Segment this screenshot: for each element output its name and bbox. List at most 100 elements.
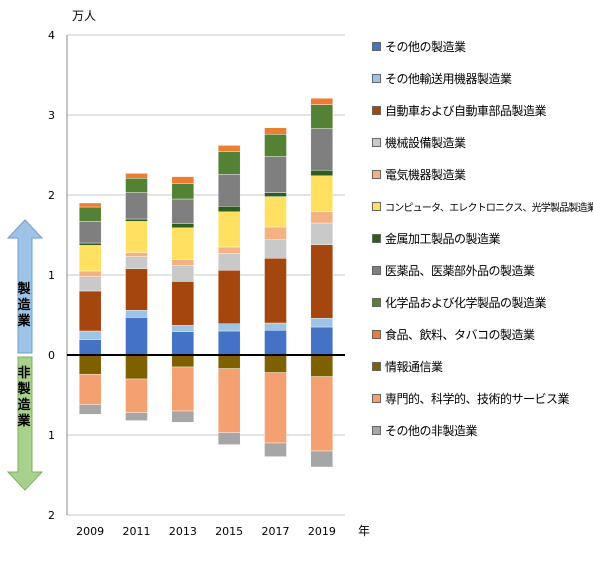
bar-segment	[78, 202, 102, 208]
bar-segment	[217, 354, 241, 369]
bar-segment	[217, 173, 241, 207]
bar-segment	[264, 192, 287, 197]
bar-segment	[125, 317, 148, 356]
bar-segment	[171, 325, 195, 332]
bar-segment	[171, 265, 195, 282]
legend-item: 情報通信業	[372, 358, 443, 374]
legend-label: その他の非製造業	[385, 423, 478, 438]
y-tick-label: 1	[48, 429, 55, 442]
bar-segment	[171, 183, 195, 200]
bar-segment	[125, 412, 148, 421]
bar-segment	[125, 192, 148, 220]
bar-segment	[217, 151, 241, 175]
bar-segment	[264, 258, 287, 324]
bar-segment	[310, 169, 334, 176]
bar-segment	[217, 432, 241, 445]
x-axis-label: 年	[358, 524, 370, 538]
bar-segment	[78, 206, 102, 222]
bar-segment	[310, 175, 334, 213]
bar-segment	[264, 156, 287, 193]
legend-item: 食品、飲料、タバコの製造業	[372, 326, 535, 342]
x-tick-label: 2011	[123, 525, 151, 538]
x-tick-label: 2017	[262, 525, 290, 538]
bar-segment	[171, 281, 195, 326]
bar-segment	[217, 246, 241, 254]
legend-item: その他の製造業	[372, 38, 466, 54]
bar-segment	[217, 205, 241, 212]
y-tick-label: 3	[48, 109, 55, 122]
legend-label: コンピュータ、エレクトロニクス、光学製品製造業	[385, 202, 593, 214]
bar-segment	[125, 252, 148, 257]
legend-swatch	[372, 169, 381, 179]
bar-segment	[310, 354, 334, 377]
legend-item: その他の非製造業	[372, 422, 478, 438]
up-arrow-icon	[6, 219, 44, 354]
bar-segment	[264, 133, 287, 157]
bar-segment	[78, 404, 102, 415]
legend-label: 自動車および自動車部品製造業	[385, 103, 547, 118]
legend-item: 専門的、科学的、技術的サービス業	[372, 390, 570, 406]
bar-segment	[78, 270, 102, 277]
bar-segment	[78, 276, 102, 292]
legend-item: コンピュータ、エレクトロニクス、光学製品製造業	[372, 198, 593, 214]
bar-segment	[125, 310, 148, 318]
legend-label: 食品、飲料、タバコの製造業	[385, 327, 535, 342]
bar-segment	[125, 177, 148, 193]
bar-segment	[264, 239, 287, 259]
bar-segment	[125, 268, 148, 311]
legend-item: 医薬品、医薬部外品の製造業	[372, 262, 535, 278]
bar-segment	[264, 196, 287, 228]
legend-label: 専門的、科学的、技術的サービス業	[385, 391, 570, 406]
bar-segment	[217, 145, 241, 152]
legend-item: その他輸送用機器製造業	[372, 70, 512, 86]
legend-label: 機械設備製造業	[385, 135, 466, 150]
bar-segment	[125, 173, 148, 179]
legend-swatch	[372, 425, 381, 435]
bar-segment	[171, 198, 195, 224]
legend-label: 電気機器製造業	[385, 167, 466, 182]
bar-segment	[78, 354, 102, 375]
legend-label: 化学品および化学製品の製造業	[385, 295, 547, 310]
legend-swatch	[372, 73, 381, 83]
y-tick-label: 1	[48, 269, 55, 282]
legend-label: その他の製造業	[385, 39, 466, 54]
bar-segment	[125, 218, 148, 222]
x-tick-label: 2019	[308, 525, 336, 538]
bar-segment	[171, 331, 195, 356]
bar-segment	[310, 97, 334, 105]
bar-segment	[217, 368, 241, 433]
y-tick-label: 2	[48, 509, 55, 522]
bar-segment	[310, 318, 334, 328]
legend-swatch	[372, 329, 381, 339]
bar-segment	[217, 211, 241, 248]
legend-swatch	[372, 393, 381, 403]
bar-segment	[310, 326, 334, 356]
bar-segment	[78, 245, 102, 272]
legend-swatch	[372, 361, 381, 371]
legend-item: 金属加工製品の製造業	[372, 230, 501, 246]
bar-segment	[171, 176, 195, 185]
bar-segment	[310, 244, 334, 319]
bar-segment	[171, 366, 195, 412]
bar-segment	[310, 211, 334, 224]
bar-segment	[78, 374, 102, 405]
y-tick-label: 0	[48, 349, 55, 362]
bar-segment	[264, 372, 287, 444]
group-label-lower: 非製造業	[17, 366, 31, 429]
bar-segment	[171, 354, 195, 368]
bar-segment	[217, 253, 241, 271]
bar-segment	[125, 378, 148, 413]
bar-segment	[78, 339, 102, 356]
legend-item: 電気機器製造業	[372, 166, 466, 182]
bar-segment	[171, 410, 195, 423]
bar-segment	[310, 222, 334, 245]
legend-label: 医薬品、医薬部外品の製造業	[385, 263, 535, 278]
legend-swatch	[372, 41, 381, 51]
bar-segment	[264, 226, 287, 241]
down-arrow-icon	[6, 356, 44, 491]
bar-segment	[171, 227, 195, 261]
bar-segment	[310, 376, 334, 452]
legend-swatch	[372, 265, 381, 275]
bar-segment	[217, 330, 241, 356]
